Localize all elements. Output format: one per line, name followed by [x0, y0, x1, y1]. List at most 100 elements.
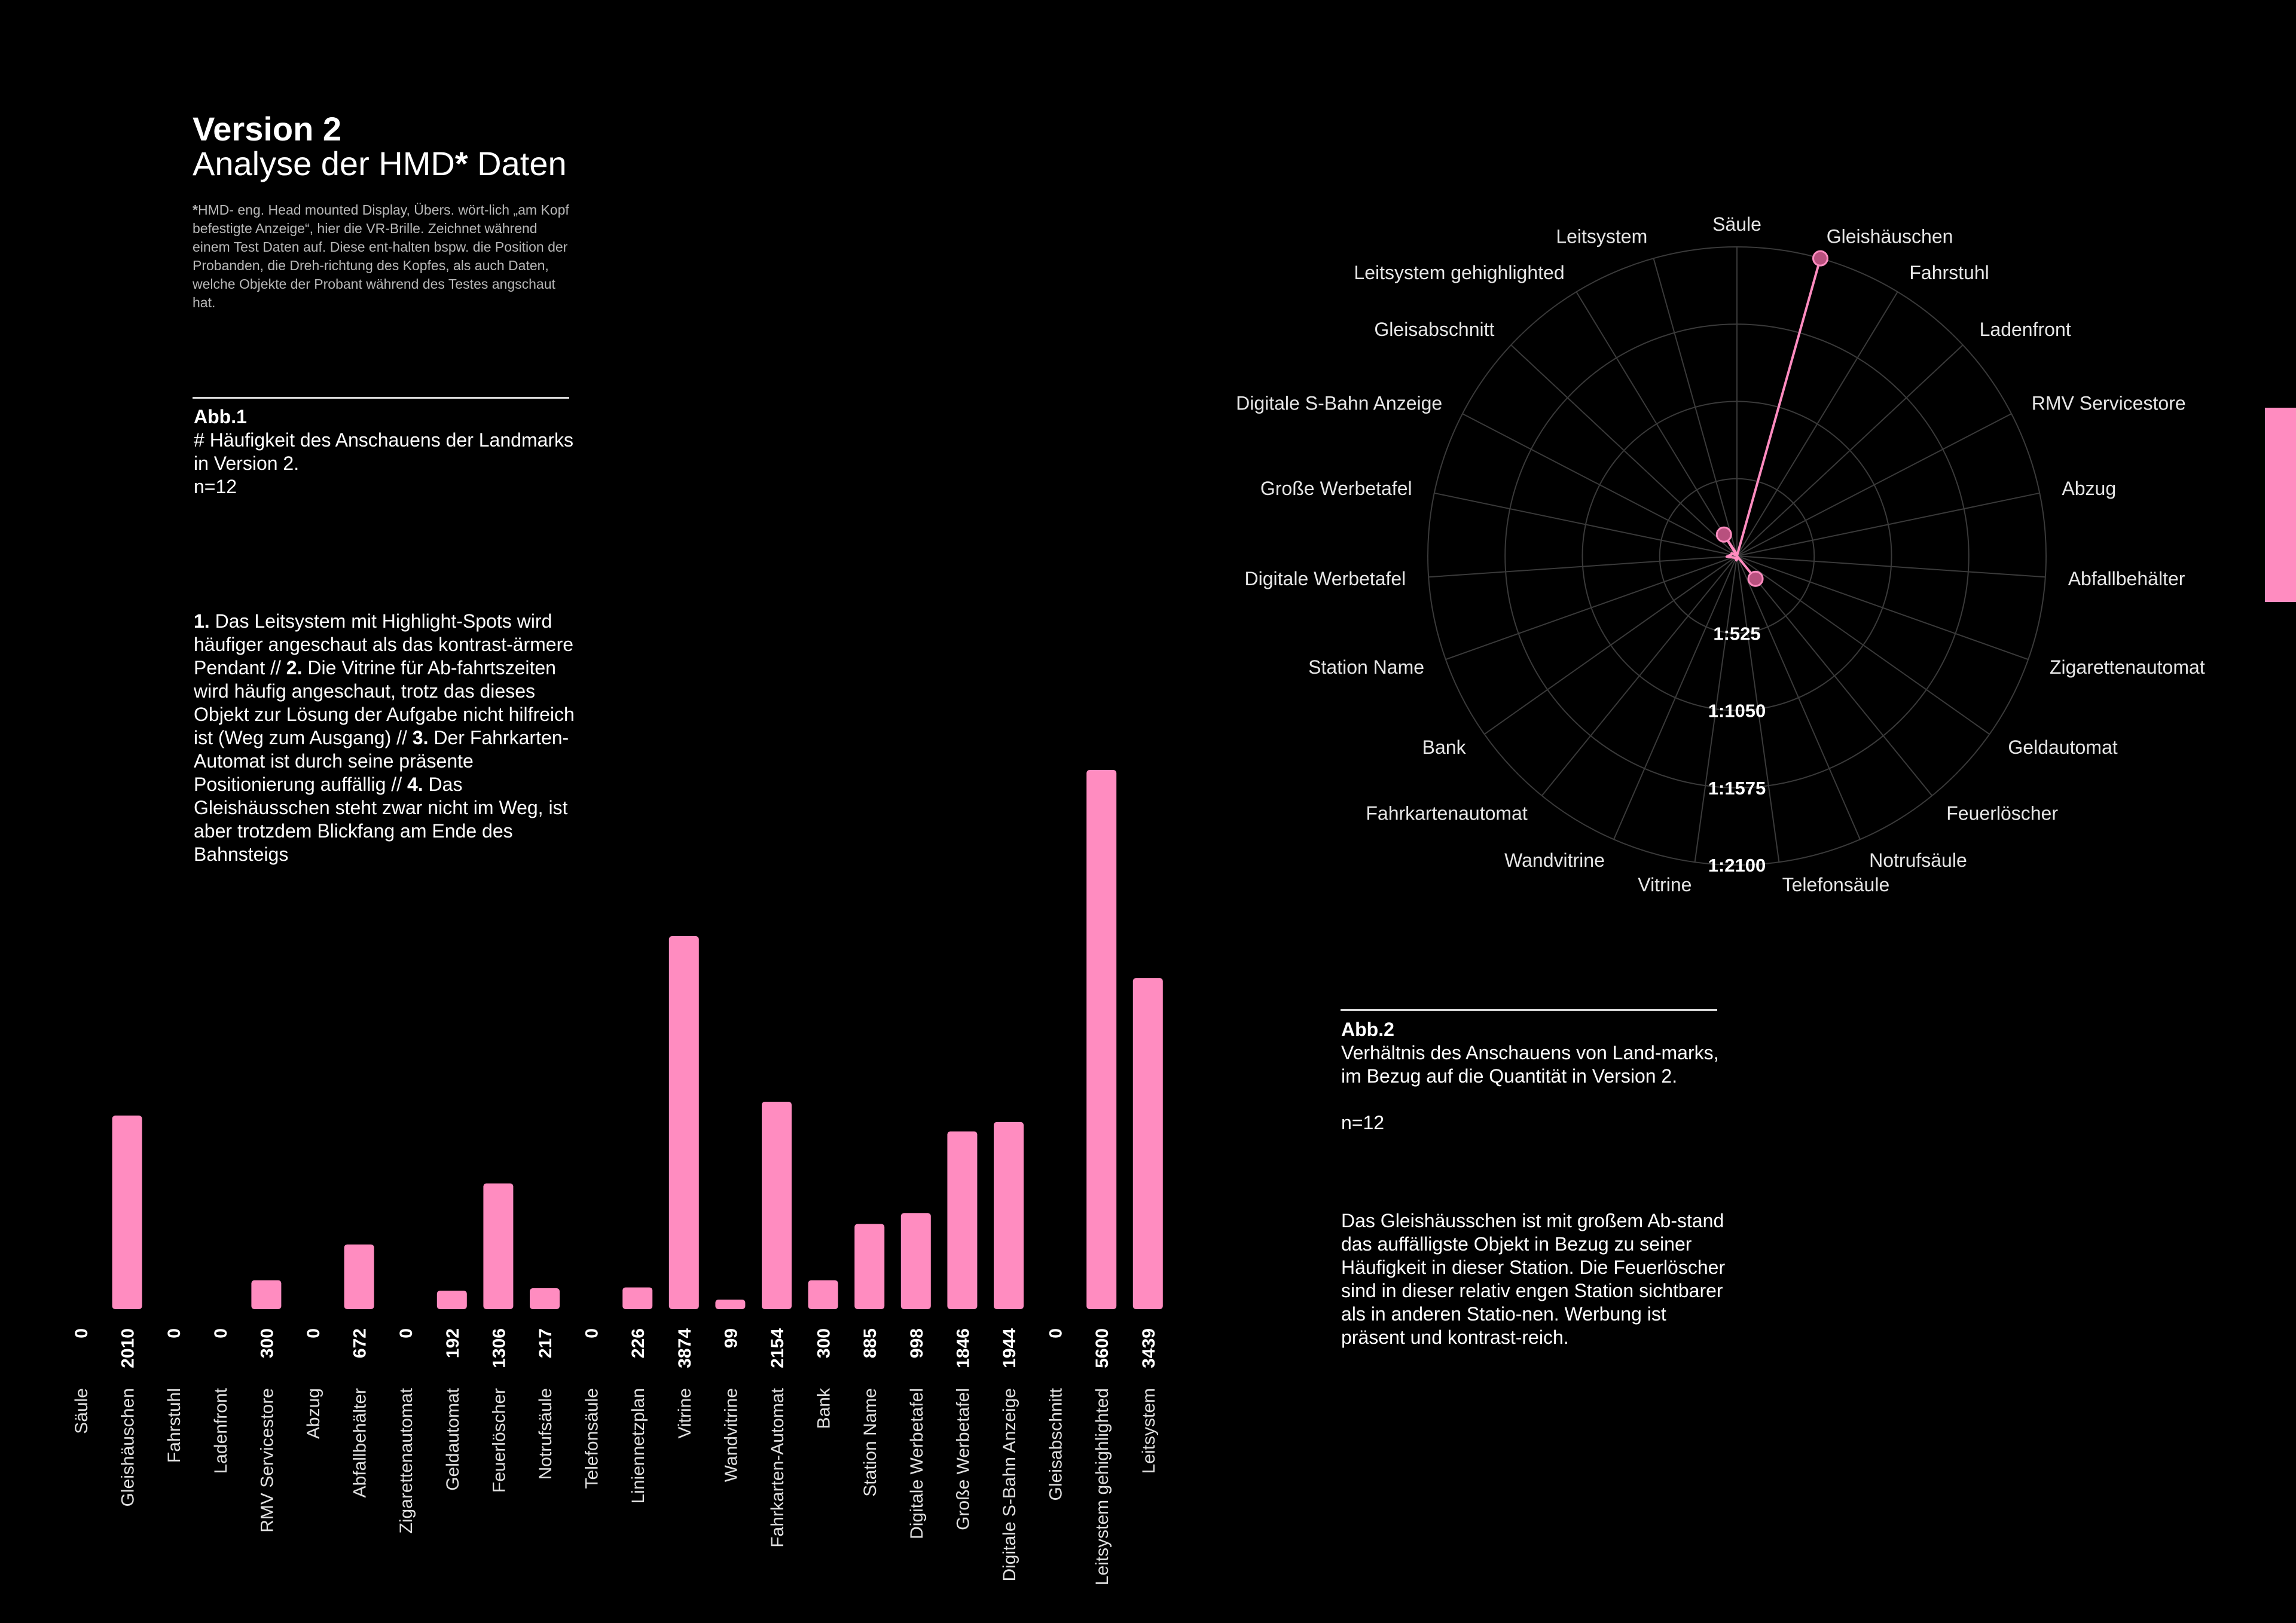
bar-value-label: 99 — [721, 1328, 741, 1348]
radar-spoke — [1736, 555, 2029, 661]
radar-axis-label: Wandvitrine — [1504, 849, 1605, 871]
bar — [994, 1121, 1024, 1309]
bar — [854, 1224, 885, 1309]
bar-category-label: Liniennetzplan — [628, 1388, 648, 1504]
bar-category-label: Leitsystem — [1139, 1388, 1159, 1474]
bar-value-label: 300 — [257, 1328, 277, 1358]
radar-spoke — [1736, 555, 1861, 840]
finding-num: 4. — [407, 774, 423, 795]
abb1-caption: Abb.1 # Häufigkeit des Anschauens der La… — [194, 405, 576, 499]
hmd-footnote: *HMD- eng. Head mounted Display, Übers. … — [193, 201, 575, 312]
radar-spoke — [1736, 555, 1933, 796]
findings-text: 1. Das Leitsystem mit Highlight-Spots wi… — [194, 610, 582, 866]
radar-spoke — [1736, 344, 1964, 557]
bar-category-label: RMV Servicestore — [257, 1388, 277, 1533]
bar — [251, 1280, 282, 1309]
radar-spoke — [1694, 555, 1738, 863]
page-title: Version 2 — [193, 110, 342, 148]
radar-spoke — [1434, 492, 1738, 557]
finding-num: 2. — [286, 657, 303, 678]
radar-spoke — [1736, 492, 2040, 557]
radar-axis-label: Station Name — [1308, 656, 1424, 678]
finding-text: Das Leitsystem mit Highlight-Spots wird … — [194, 610, 574, 678]
radar-axis-label: Vitrine — [1638, 874, 1692, 895]
radar-axis-label: Gleishäuschen — [1827, 226, 1953, 247]
radar-axis-label: Zigarettenautomat — [2050, 656, 2205, 678]
radar-axis-label: Leitsystem — [1556, 226, 1647, 247]
radar-axis-label: Abfallbehälter — [2068, 568, 2185, 589]
bar-category-label: Große Werbetafel — [953, 1388, 973, 1530]
radar-axis-label: Feuerlöscher — [1946, 803, 2058, 824]
abb2-caption: Abb.2 Verhältnis des Anschauens von Land… — [1341, 1018, 1730, 1135]
radar-ring-label: 1:525 — [1713, 623, 1760, 644]
radar-spoke — [1736, 555, 1990, 735]
abb1-label: Abb.1 — [194, 406, 247, 427]
radar-point-marker — [1747, 570, 1764, 587]
bar-category-label: Station Name — [860, 1388, 880, 1497]
bar — [622, 1287, 653, 1309]
finding-text: Die Vitrine für Ab-fahrtszeiten wird häu… — [194, 657, 575, 748]
bar-category-label: Gleishäuschen — [118, 1388, 138, 1506]
bar-value-label: 217 — [536, 1328, 555, 1358]
bar-category-label: Fahrkarten-Automat — [768, 1387, 787, 1547]
radar-spoke — [1653, 258, 1738, 557]
bar-value-label: 0 — [72, 1328, 91, 1338]
bar-category-label: Feuerlöscher — [489, 1388, 509, 1493]
radar-axis-label: Telefonsäule — [1782, 874, 1890, 895]
radar-axis-label: RMV Servicestore — [2032, 393, 2186, 414]
bar-category-label: Abzug — [304, 1388, 323, 1439]
bar — [1086, 770, 1117, 1309]
bar — [1132, 978, 1163, 1309]
bar-category-label: Säule — [72, 1388, 91, 1434]
radar-axis-label: Geldautomat — [2008, 736, 2117, 758]
footnote-star: * — [193, 202, 198, 218]
radar-spoke — [1445, 555, 1738, 661]
subtitle-text: Analyse der HMD — [193, 145, 455, 182]
finding-text: Der Fahrkarten-Automat ist durch seine p… — [194, 727, 569, 795]
bar-category-label: Leitsystem gehighlighted — [1092, 1388, 1112, 1585]
bar-value-label: 0 — [582, 1328, 602, 1338]
bar-value-label: 0 — [396, 1328, 416, 1338]
bar-category-label: Digitale Werbetafel — [907, 1388, 927, 1539]
bar-category-label: Ladenfront — [211, 1387, 231, 1474]
bar-category-label: Notrufsäule — [536, 1388, 555, 1480]
divider-abb1 — [193, 397, 569, 399]
radar-spoke — [1484, 555, 1738, 735]
radar-axis-label: Leitsystem gehighlighted — [1354, 262, 1564, 283]
radar-spoke — [1736, 555, 1780, 863]
radar-axis-label: Ladenfront — [1980, 319, 2071, 340]
radar-spoke — [1462, 413, 1738, 557]
radar-axis-label: Digitale S-Bahn Anzeige — [1236, 393, 1442, 414]
bar-value-label: 226 — [628, 1328, 648, 1358]
radar-axis-label: Säule — [1712, 213, 1761, 235]
bar — [947, 1131, 978, 1309]
bar-category-label: Gleisabschnitt — [1046, 1387, 1066, 1500]
radar-axis-label: Digitale Werbetafel — [1245, 568, 1406, 589]
bar-value-label: 3874 — [675, 1328, 695, 1368]
bar — [483, 1183, 514, 1309]
radar-spoke — [1428, 555, 1738, 578]
radar-axis-label: Gleisabschnitt — [1374, 319, 1494, 340]
finding-text: Das Gleishäusschen steht zwar nicht im W… — [194, 774, 568, 865]
radar-axis-label: Bank — [1422, 736, 1467, 758]
page-subtitle: Analyse der HMD* Daten — [193, 147, 567, 181]
radar-ring-label: 1:1575 — [1708, 778, 1766, 799]
radar-spoke — [1541, 555, 1738, 796]
bar — [808, 1280, 838, 1309]
radar-spoke — [1613, 555, 1738, 840]
radar-axis-label: Große Werbetafel — [1260, 478, 1412, 499]
radar-ring-label: 1:2100 — [1708, 855, 1766, 876]
bar-value-label: 0 — [211, 1328, 231, 1338]
bar-value-label: 998 — [907, 1328, 927, 1358]
abb2-n: n=12 — [1341, 1112, 1385, 1133]
bar-category-label: Vitrine — [675, 1388, 695, 1439]
bar — [715, 1300, 746, 1309]
bar-category-label: Zigarettenautomat — [396, 1387, 416, 1533]
radar-axis-label: Abzug — [2062, 478, 2116, 499]
subtitle-text-end: Daten — [468, 145, 567, 182]
bar-value-label: 0 — [1046, 1328, 1066, 1338]
bar-value-label: 192 — [443, 1328, 463, 1358]
bar — [112, 1115, 142, 1309]
radar-spoke — [1576, 291, 1738, 557]
bar — [344, 1244, 374, 1309]
